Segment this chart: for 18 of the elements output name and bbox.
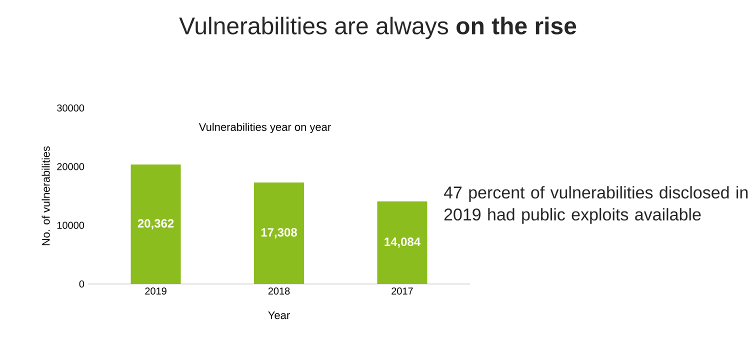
x-tick-label: 2017 (392, 288, 413, 295)
x-tick-label: 2019 (145, 288, 166, 295)
annotation: 47 percent of vulnerabilities disclosed in 2019 had public exploits available (444, 186, 748, 224)
y-axis-title: No. of vulnerabilities (42, 146, 50, 246)
bar (130, 164, 181, 284)
y-tick-label: 30000 (57, 104, 84, 112)
data-label: 14,084 (384, 238, 420, 248)
data-label: 20,362 (138, 219, 174, 230)
data-label: 17,308 (261, 228, 297, 238)
y-tick-label: 10000 (57, 222, 84, 229)
x-tick-label: 2018 (268, 288, 290, 295)
bar (377, 201, 428, 284)
x-axis-title: Year (268, 311, 290, 320)
chart-title: Vulnerabilities are always on the rise (179, 16, 576, 40)
y-tick-label: 0 (79, 280, 84, 288)
y-tick-label: 20000 (57, 163, 84, 170)
bar (254, 182, 304, 284)
text: Vulnerabilities year on year (198, 122, 331, 134)
